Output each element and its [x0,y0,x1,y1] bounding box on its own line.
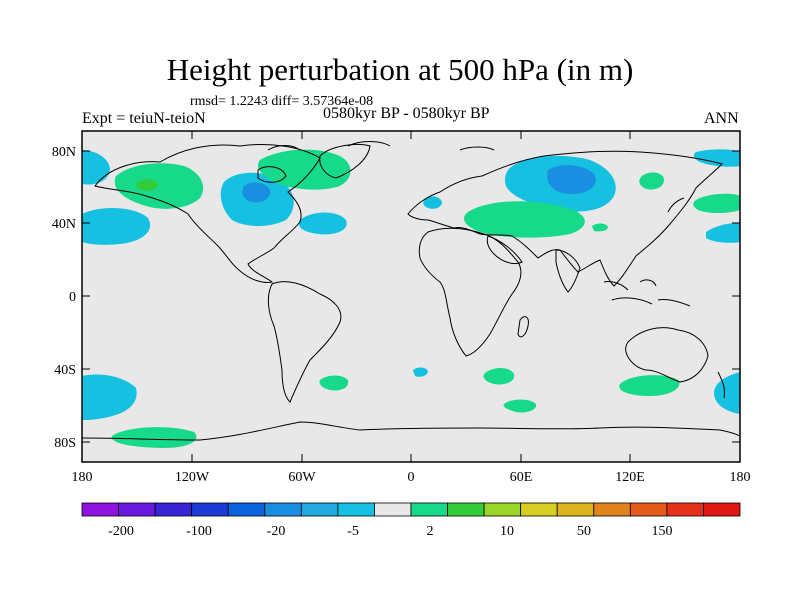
colorbar-swatch [191,502,229,517]
lon-label-120w: 120W [175,470,210,485]
strong-negative-anomalies [242,165,596,203]
stronger-positive-anomaly [135,179,158,191]
colorbar-swatch [300,502,339,517]
colorbar-swatch [593,502,631,517]
colorbar-label-minus100: -100 [186,524,212,539]
colorbar-swatch [483,502,522,517]
colorbar-label-10: 10 [500,524,514,539]
colorbar-swatch [154,502,193,517]
colorbar-label-50: 50 [577,524,591,539]
colorbar-label-2: 2 [427,524,434,539]
colorbar-label-150: 150 [652,524,673,539]
positive-anomalies [111,149,740,448]
colorbar-swatch [520,502,558,517]
season-label: ANN [704,110,739,127]
stats-text: rmsd= 1.2243 diff= 3.57364e-08 [190,94,374,109]
lat-label-40s: 40S [54,363,76,378]
lon-labels: 180 120W 60W 0 60E 120E 180 [72,470,751,485]
lon-ticks [191,131,631,462]
lon-label-180w: 180 [72,470,93,485]
lat-label-80s: 80S [54,436,76,451]
lon-label-120e: 120E [615,470,645,485]
colorbar-swatch [703,502,741,517]
lon-label-60e: 60E [510,470,533,485]
experiment-label: Expt = teiuN-teioN [82,110,206,127]
lon-label-60w: 60W [288,470,316,485]
colorbar [81,502,741,517]
colorbar-swatch [410,502,448,517]
colorbar-labels: -200 -100 -20 -5 2 10 50 150 [108,524,672,539]
lat-label-0: 0 [69,290,76,305]
colorbar-label-minus5: -5 [347,524,359,539]
colorbar-swatch [556,502,595,517]
period-label: 0580kyr BP - 0580kyr BP [323,105,490,122]
colorbar-swatch [629,502,668,517]
lat-labels: 80N 40N 0 40S 80S [52,145,76,451]
lon-label-0: 0 [408,470,415,485]
colorbar-swatch [666,502,704,517]
colorbar-swatch [337,502,375,517]
colorbar-swatch [447,502,485,517]
coastlines [81,141,741,441]
lat-label-40n: 40N [52,217,76,232]
colorbar-swatch [118,502,156,517]
lat-ticks [82,150,740,443]
colorbar-swatch [374,502,412,517]
colorbar-label-minus20: -20 [267,524,286,539]
colorbar-label-minus200: -200 [108,524,134,539]
lat-label-80n: 80N [52,145,76,160]
lon-label-180e: 180 [730,470,751,485]
map-title: Height perturbation at 500 hPa (in m) [166,52,634,87]
colorbar-swatch [81,502,119,517]
colorbar-swatch [227,502,266,517]
colorbar-swatch [264,502,302,517]
